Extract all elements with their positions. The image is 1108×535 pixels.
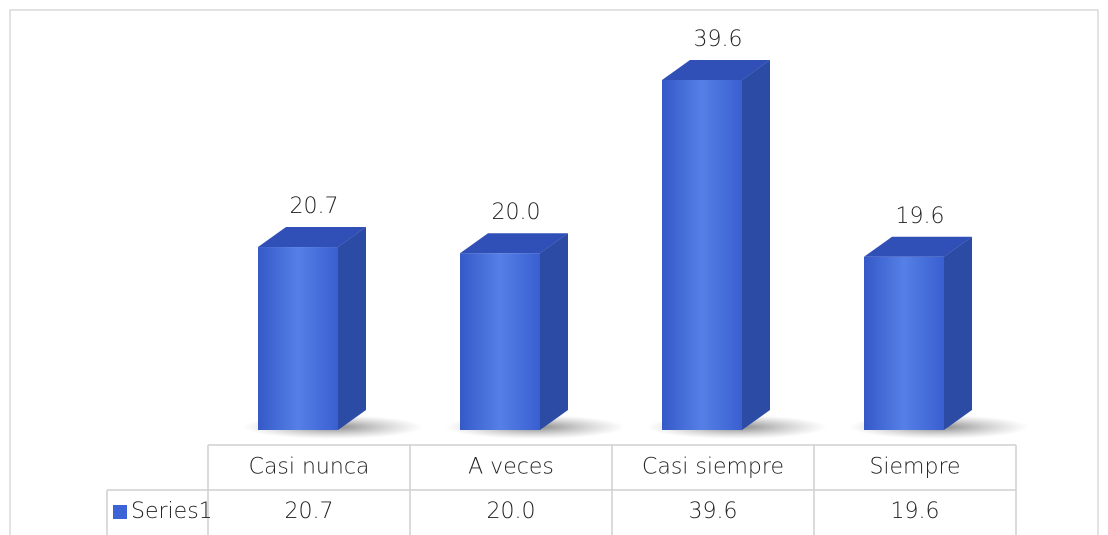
table-header: A veces — [468, 455, 554, 480]
data-label: 20.7 — [290, 194, 339, 219]
table-header: Casi nunca — [249, 455, 370, 480]
table-cell: 20.0 — [487, 499, 536, 524]
bar — [258, 227, 366, 430]
bar-top — [662, 60, 770, 80]
bar — [662, 60, 770, 430]
bar-top — [460, 233, 568, 254]
bar-front — [864, 256, 944, 430]
bar-top — [864, 236, 972, 257]
data-label: 20.0 — [492, 200, 541, 225]
bar-top — [258, 227, 366, 248]
table-header: Siempre — [869, 455, 960, 480]
bar-front — [460, 253, 540, 430]
table-header: Casi siempre — [642, 455, 784, 480]
plot-area: 20.7 20.0 39.6 19.6 — [243, 27, 1029, 439]
bar-side — [742, 60, 770, 430]
bar-front — [258, 247, 338, 430]
data-table: Casi nunca 20.7 A veces 20.0 Casi siempre 39.… — [106, 444, 1017, 535]
chart-frame — [9, 9, 1099, 535]
bar-side — [944, 236, 972, 430]
legend-swatch — [113, 505, 127, 519]
bar-side — [540, 233, 568, 430]
bar-front — [662, 80, 742, 430]
table-cell: 19.6 — [891, 499, 940, 524]
table-cell: 20.7 — [285, 499, 334, 524]
bar-side — [338, 227, 366, 430]
legend-label: Series1 — [131, 499, 213, 524]
bar — [460, 233, 568, 430]
bar — [864, 236, 972, 430]
data-label: 39.6 — [694, 27, 743, 52]
table-cell: 39.6 — [689, 499, 738, 524]
data-label: 19.6 — [896, 204, 945, 229]
